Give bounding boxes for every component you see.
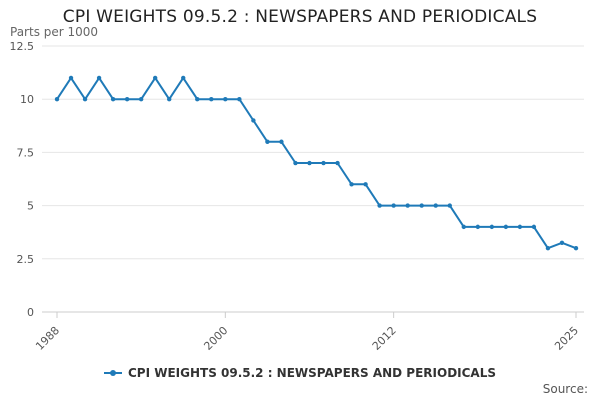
data-point[interactable] <box>433 203 438 208</box>
data-point[interactable] <box>265 139 270 144</box>
legend-line-marker-icon <box>103 368 122 378</box>
data-point[interactable] <box>419 203 424 208</box>
series-group <box>54 75 579 251</box>
data-point[interactable] <box>68 75 74 81</box>
data-point[interactable] <box>279 139 284 144</box>
x-tick-label: 2000 <box>201 324 230 353</box>
data-point[interactable] <box>307 160 312 166</box>
data-point[interactable] <box>82 97 88 102</box>
data-point[interactable] <box>293 160 298 166</box>
y-tick-label: 7.5 <box>17 146 35 159</box>
y-tick-label: 0 <box>27 306 34 319</box>
data-point[interactable] <box>391 203 396 208</box>
data-point[interactable] <box>517 224 523 230</box>
y-tick-label: 5 <box>27 200 34 213</box>
data-point[interactable] <box>223 97 228 102</box>
data-point[interactable] <box>321 160 326 166</box>
data-point[interactable] <box>363 182 368 187</box>
data-point[interactable] <box>489 224 495 230</box>
data-point[interactable] <box>138 97 144 102</box>
data-point[interactable] <box>195 97 200 102</box>
data-point[interactable] <box>447 203 452 208</box>
data-point[interactable] <box>167 97 172 102</box>
legend[interactable]: CPI WEIGHTS 09.5.2 : NEWSPAPERS AND PERI… <box>0 366 600 380</box>
data-point[interactable] <box>209 97 214 102</box>
legend-label: CPI WEIGHTS 09.5.2 : NEWSPAPERS AND PERI… <box>127 366 497 380</box>
data-point[interactable] <box>251 118 256 123</box>
chart-title: CPI WEIGHTS 09.5.2 : NEWSPAPERS AND PERI… <box>62 7 538 27</box>
y-tick-label: 2.5 <box>17 253 35 266</box>
data-point[interactable] <box>96 75 102 81</box>
data-point[interactable] <box>461 224 466 230</box>
data-point[interactable] <box>54 97 60 102</box>
data-point[interactable] <box>377 203 382 208</box>
data-point[interactable] <box>559 240 565 246</box>
data-point[interactable] <box>335 160 340 166</box>
x-tick-label: 2012 <box>370 324 399 353</box>
data-point[interactable] <box>531 224 537 230</box>
data-point[interactable] <box>110 97 116 102</box>
source-label: Source: <box>542 382 588 396</box>
x-tick-label: 1988 <box>33 324 62 353</box>
x-tick-labels: 1988 2000 2012 2025 <box>33 312 581 353</box>
data-point[interactable] <box>475 224 481 230</box>
data-point[interactable] <box>124 97 130 102</box>
data-point[interactable] <box>237 97 242 102</box>
data-point[interactable] <box>181 75 186 81</box>
y-tick-label: 12.5 <box>10 40 35 53</box>
data-point[interactable] <box>349 182 354 187</box>
y-tick-label: 10 <box>20 93 34 106</box>
data-point[interactable] <box>545 245 551 251</box>
data-point[interactable] <box>405 203 410 208</box>
x-tick-label: 2025 <box>552 324 581 353</box>
y-tick-labels: 0 2.5 5 7.5 10 12.5 <box>10 40 35 319</box>
data-point[interactable] <box>152 75 158 81</box>
data-point[interactable] <box>503 224 509 230</box>
data-point[interactable] <box>573 245 579 251</box>
series-line[interactable] <box>56 76 577 250</box>
y-axis-label: Parts per 1000 <box>10 25 99 39</box>
grid-lines <box>42 45 584 313</box>
